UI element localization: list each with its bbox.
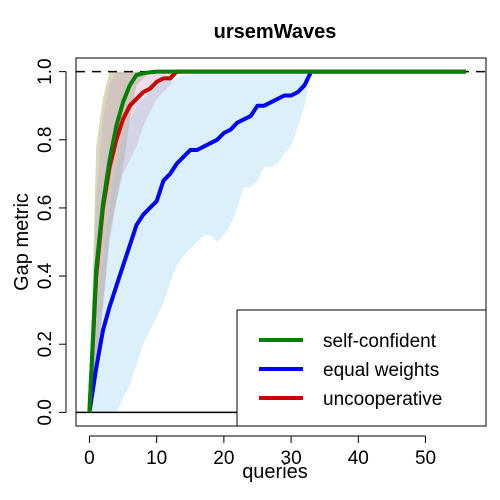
x-tick-label-1: 10	[146, 448, 167, 469]
series-line-1	[87, 69, 466, 413]
y-tick-label-5: 1.0	[35, 58, 56, 84]
y-tick-label-1: 0.2	[35, 331, 56, 357]
legend-label-2: uncooperative	[323, 389, 442, 410]
x-tick-label-5: 50	[415, 448, 436, 469]
confidence-band-2	[89, 71, 466, 413]
axes: 0 10 20 30 40 50 0.0 0.2 0.4 0.6 0.8 1.0	[35, 57, 487, 469]
x-tick-label-0: 0	[84, 448, 95, 469]
plot-area	[76, 69, 486, 414]
y-axis-title: Gap metric	[11, 193, 33, 291]
y-tick-label-0: 0.0	[35, 399, 56, 425]
legend-label-0: self-confident	[323, 331, 437, 352]
x-tick-label-2: 20	[213, 448, 234, 469]
series-line-0	[87, 69, 466, 413]
y-tick-label-3: 0.6	[35, 195, 56, 221]
confidence-band-0	[89, 71, 466, 413]
legend: self-confident equal weights uncooperative	[236, 309, 487, 427]
chart-title: ursemWaves	[214, 21, 337, 43]
x-tick-label-4: 40	[348, 448, 369, 469]
x-axis-title: queries	[242, 461, 308, 483]
y-tick-label-4: 0.8	[35, 127, 56, 153]
legend-label-1: equal weights	[323, 360, 439, 381]
y-tick-label-2: 0.4	[35, 262, 56, 289]
x-tick-label-3: 30	[281, 448, 302, 469]
